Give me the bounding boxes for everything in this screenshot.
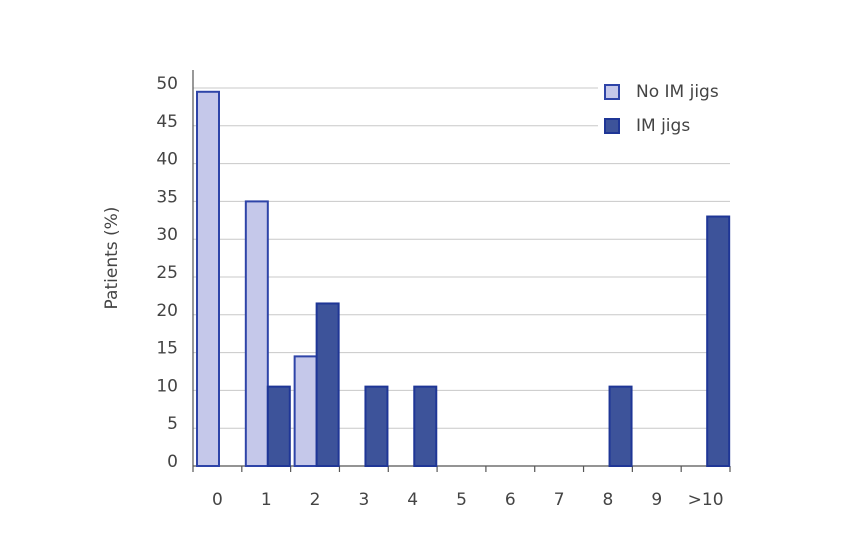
- x-tick-label: 9: [651, 490, 662, 510]
- bar: [413, 385, 438, 467]
- bar: [608, 385, 633, 467]
- x-tick-label: 0: [212, 490, 223, 510]
- y-tick-label: 40: [156, 150, 178, 170]
- bar: [706, 215, 731, 467]
- bar: [315, 302, 340, 467]
- y-tick-label: 35: [156, 187, 178, 207]
- bar: [364, 385, 389, 467]
- legend-swatch: [604, 84, 620, 100]
- legend-swatch: [604, 118, 620, 134]
- x-tick-label: 5: [456, 490, 467, 510]
- y-tick-label: 15: [156, 339, 178, 359]
- bar: [244, 200, 269, 467]
- x-tick-label: 1: [261, 490, 272, 510]
- y-tick-label: 25: [156, 263, 178, 283]
- y-tick-label: 30: [156, 225, 178, 245]
- bar: [293, 355, 318, 468]
- y-tick-label: 50: [156, 74, 178, 94]
- bar: [196, 90, 220, 467]
- x-tick-label: 4: [407, 490, 418, 510]
- y-axis-label: Patients (%): [102, 207, 122, 310]
- x-tick-label: 7: [554, 490, 565, 510]
- y-tick-label: 20: [156, 301, 178, 321]
- bar: [266, 385, 291, 467]
- x-tick-label: >10: [688, 490, 724, 510]
- legend-label: No IM jigs: [636, 82, 719, 102]
- x-tick-label: 2: [310, 490, 321, 510]
- y-tick-label: 45: [156, 112, 178, 132]
- y-tick-label: 0: [167, 452, 178, 472]
- x-tick-label: 6: [505, 490, 516, 510]
- legend-label: IM jigs: [636, 116, 690, 136]
- x-tick-label: 8: [603, 490, 614, 510]
- y-tick-label: 10: [156, 376, 178, 396]
- x-tick-label: 3: [358, 490, 369, 510]
- y-tick-label: 5: [167, 414, 178, 434]
